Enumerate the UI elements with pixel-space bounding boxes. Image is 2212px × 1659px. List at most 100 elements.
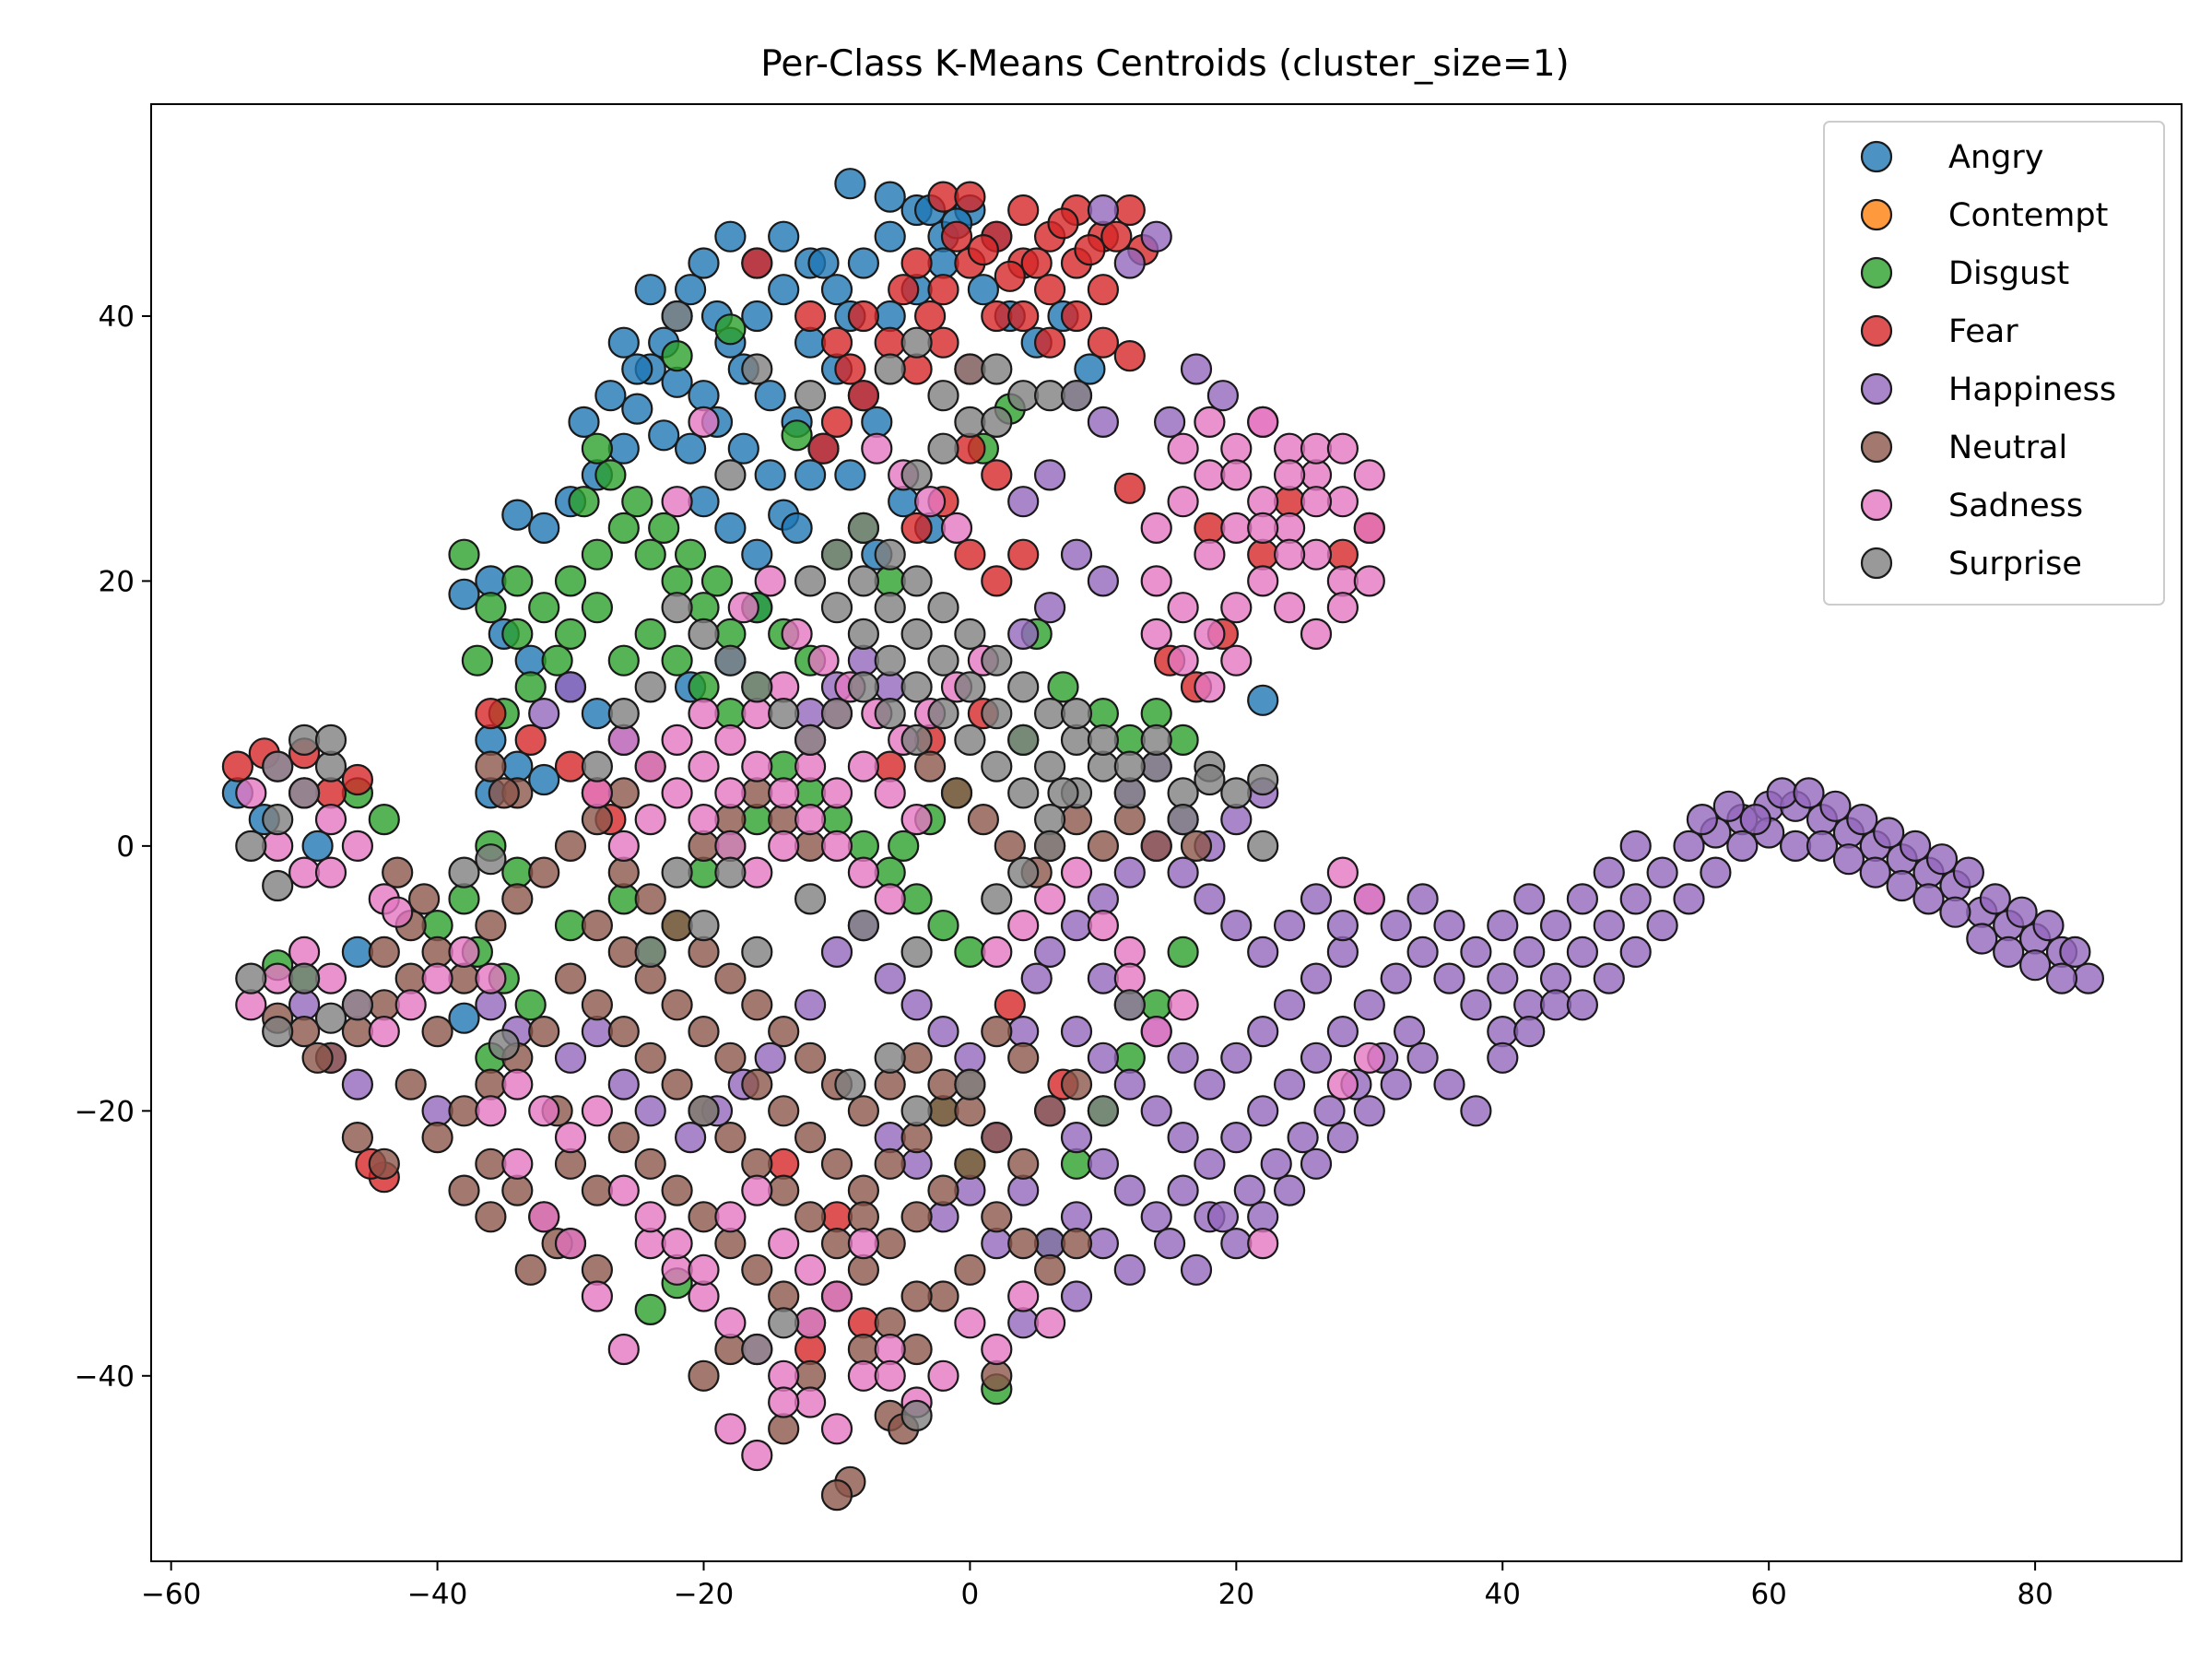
point-disgust-77: [954, 935, 986, 969]
point-neutral-69: [1060, 1227, 1093, 1260]
point-happiness-108: [2045, 962, 2078, 994]
point-surprise-61: [288, 724, 321, 757]
point-surprise-11: [820, 592, 853, 624]
point-angry-63: [674, 274, 707, 306]
point-surprise-1: [847, 565, 880, 597]
point-happiness-148: [1513, 883, 1546, 915]
point-sadness-0: [1167, 486, 1199, 518]
point-neutral-86: [341, 1121, 373, 1154]
point-happiness-128: [900, 1147, 933, 1180]
point-happiness-52: [1087, 1147, 1120, 1180]
point-fear-1: [927, 274, 959, 306]
point-sadness-97: [341, 830, 373, 863]
point-sadness-126: [874, 1359, 906, 1392]
point-neutral-109: [581, 1174, 614, 1206]
point-neutral-81: [607, 777, 640, 809]
point-fear-38: [834, 353, 866, 385]
point-neutral-102: [301, 1041, 334, 1074]
point-sadness-106: [554, 1227, 587, 1260]
point-surprise-89: [1113, 989, 1146, 1021]
point-surprise-80: [847, 909, 880, 942]
point-sadness-21: [1167, 432, 1199, 465]
point-happiness-14: [1406, 935, 1439, 969]
point-sadness-71: [634, 1201, 666, 1233]
point-sadness-22: [1194, 406, 1226, 438]
point-neutral-10: [820, 1227, 853, 1260]
point-surprise-2: [874, 592, 906, 624]
point-surprise-30: [1113, 777, 1146, 809]
point-surprise-90: [661, 300, 693, 333]
point-neutral-123: [1060, 803, 1093, 836]
point-surprise-71: [235, 962, 267, 994]
point-surprise-21: [874, 538, 906, 571]
point-neutral-25: [820, 1147, 853, 1180]
point-happiness-73: [1087, 883, 1120, 915]
point-surprise-91: [714, 459, 747, 491]
point-angry-47: [501, 750, 534, 782]
point-sadness-24: [1247, 512, 1279, 545]
point-fear-34: [1007, 538, 1040, 571]
point-angry-60: [754, 380, 786, 412]
point-sadness-11: [1273, 512, 1306, 545]
point-surprise-105: [661, 856, 693, 888]
point-angry-0: [607, 326, 640, 359]
point-sadness-147: [554, 1121, 587, 1154]
point-happiness-86: [1433, 909, 1465, 942]
point-angry-54: [794, 459, 827, 491]
point-angry-49: [528, 763, 560, 796]
point-sadness-110: [981, 935, 1013, 969]
point-happiness-135: [1819, 790, 1852, 822]
point-neutral-9: [794, 1201, 827, 1233]
point-fear-5: [1033, 274, 1066, 306]
point-sadness-8: [1194, 538, 1226, 571]
point-surprise-52: [954, 406, 986, 438]
point-sadness-14: [1167, 592, 1199, 624]
point-happiness-66: [1460, 1095, 1492, 1127]
point-sadness-57: [634, 750, 666, 782]
point-sadness-2: [1220, 432, 1253, 465]
point-happiness-90: [1566, 989, 1599, 1021]
point-sadness-141: [861, 432, 893, 465]
point-angry-15: [754, 459, 786, 491]
point-happiness-145: [1619, 830, 1652, 863]
point-neutral-16: [581, 909, 614, 942]
point-sadness-93: [314, 803, 347, 836]
point-neutral-17: [607, 935, 640, 969]
point-happiness-23: [1646, 856, 1678, 888]
point-sadness-144: [688, 406, 720, 438]
point-angry-27: [874, 220, 906, 253]
point-happiness-149: [1487, 909, 1519, 942]
point-sadness-34: [768, 777, 800, 809]
plot-frame: [150, 103, 2183, 1562]
point-disgust-18: [714, 697, 747, 730]
point-sadness-44: [794, 803, 827, 836]
x-axis: −60 −40 −20 0 20 40 60 80: [141, 1561, 2053, 1611]
point-happiness-8: [1247, 1095, 1279, 1127]
point-surprise-34: [1220, 777, 1253, 809]
point-surprise-6: [981, 697, 1013, 730]
point-happiness-47: [1273, 989, 1306, 1021]
point-happiness-193: [874, 671, 906, 703]
point-sadness-102: [768, 1386, 800, 1418]
point-happiness-162: [1220, 803, 1253, 836]
point-sadness-31: [688, 750, 720, 782]
point-sadness-122: [981, 1333, 1013, 1366]
point-neutral-136: [488, 777, 520, 809]
point-angry-18: [834, 459, 866, 491]
point-happiness-9: [1273, 1068, 1306, 1100]
point-happiness-134: [1793, 777, 1825, 809]
point-surprise-29: [1087, 750, 1120, 782]
point-sadness-136: [1194, 671, 1226, 703]
point-surprise-39: [1060, 697, 1093, 730]
point-sadness-107: [528, 1201, 560, 1233]
point-surprise-48: [688, 618, 720, 651]
point-happiness-10: [1300, 1041, 1333, 1074]
point-happiness-169: [1007, 486, 1040, 518]
point-fear-67: [1247, 538, 1279, 571]
point-sadness-82: [288, 935, 321, 969]
point-happiness-184: [421, 1095, 453, 1127]
point-happiness-106: [1993, 935, 2025, 969]
point-happiness-175: [1140, 220, 1172, 253]
point-surprise-74: [448, 856, 480, 888]
point-disgust-0: [554, 565, 587, 597]
